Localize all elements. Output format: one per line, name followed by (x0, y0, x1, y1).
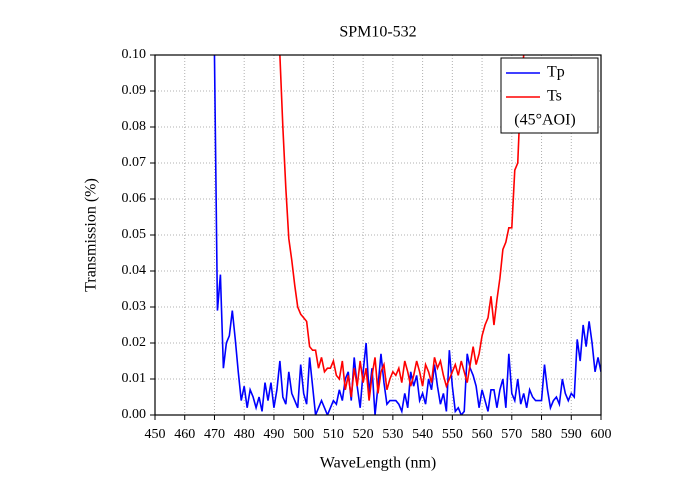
x-tick-label: 590 (561, 427, 582, 442)
x-tick-label: 550 (442, 427, 463, 442)
series-line (279, 55, 525, 401)
y-tick-label: 0.02 (122, 335, 147, 350)
y-tick-label: 0.00 (122, 407, 147, 422)
y-tick-label: 0.03 (122, 299, 147, 314)
x-tick-label: 580 (531, 427, 552, 442)
chart-title: SPM10-532 (339, 24, 416, 41)
y-axis-title: Transmission (%) (83, 178, 100, 292)
x-tick-label: 510 (323, 427, 344, 442)
legend-label: Tp (547, 64, 565, 81)
x-tick-label: 470 (204, 427, 225, 442)
y-tick-label: 0.01 (122, 371, 147, 386)
y-tick-label: 0.09 (122, 83, 147, 98)
x-tick-label: 460 (174, 427, 195, 442)
x-tick-label: 490 (263, 427, 284, 442)
x-axis-title: WaveLength (nm) (320, 455, 436, 472)
y-tick-label: 0.05 (122, 227, 147, 242)
x-tick-label: 560 (472, 427, 493, 442)
x-tick-label: 520 (353, 427, 374, 442)
x-tick-label: 530 (382, 427, 403, 442)
x-tick-label: 500 (293, 427, 314, 442)
y-tick-label: 0.06 (122, 191, 147, 206)
x-tick-label: 540 (412, 427, 433, 442)
x-tick-label: 450 (145, 427, 166, 442)
y-tick-label: 0.07 (122, 155, 147, 170)
y-tick-label: 0.08 (122, 119, 147, 134)
x-tick-label: 570 (501, 427, 522, 442)
legend: (45°AOI) Tp Ts (500, 57, 599, 134)
x-tick-label: 600 (591, 427, 612, 442)
annotation: (45°AOI) (514, 112, 576, 129)
plot-lines (213, 55, 601, 415)
legend-label: Ts (547, 88, 562, 105)
series-line (213, 55, 601, 415)
legend-box (500, 57, 599, 134)
x-tick-label: 480 (234, 427, 255, 442)
y-tick-label: 0.10 (122, 47, 147, 62)
y-tick-label: 0.04 (122, 263, 147, 278)
